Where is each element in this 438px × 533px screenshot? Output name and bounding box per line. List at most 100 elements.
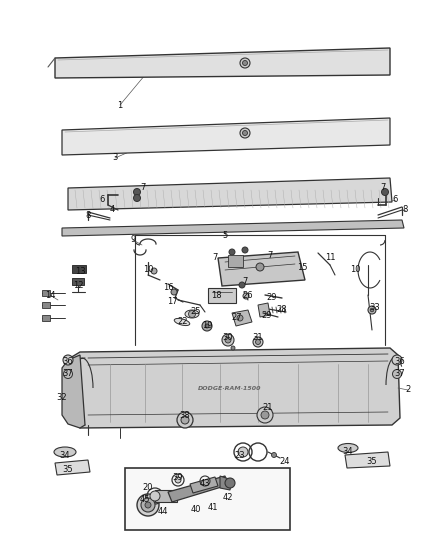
Text: 7: 7	[242, 278, 247, 287]
Text: 26: 26	[243, 290, 253, 300]
Circle shape	[229, 249, 235, 255]
Text: 45: 45	[140, 496, 150, 505]
Circle shape	[141, 498, 155, 512]
Circle shape	[253, 337, 263, 347]
Circle shape	[237, 315, 243, 321]
Bar	[125, 468, 290, 530]
Text: 35: 35	[63, 465, 73, 474]
Polygon shape	[62, 118, 390, 155]
Text: 34: 34	[60, 451, 71, 461]
Text: 31: 31	[253, 334, 263, 343]
Text: 7: 7	[212, 254, 218, 262]
Circle shape	[381, 189, 389, 196]
Text: 28: 28	[277, 305, 287, 314]
Bar	[208, 288, 236, 303]
Polygon shape	[42, 302, 50, 308]
Text: 36: 36	[63, 358, 74, 367]
Text: 27: 27	[232, 313, 242, 322]
Circle shape	[205, 324, 209, 328]
Circle shape	[243, 131, 247, 135]
Ellipse shape	[338, 443, 358, 453]
Text: 9: 9	[131, 236, 136, 245]
Polygon shape	[42, 315, 50, 321]
Circle shape	[272, 453, 276, 457]
Polygon shape	[55, 48, 390, 78]
Circle shape	[231, 346, 235, 350]
Polygon shape	[68, 178, 392, 210]
Circle shape	[256, 263, 264, 271]
Text: 41: 41	[208, 504, 218, 513]
Text: 15: 15	[297, 263, 307, 272]
Text: 6: 6	[99, 196, 105, 205]
Circle shape	[151, 268, 157, 274]
Text: 37: 37	[395, 369, 406, 378]
Circle shape	[177, 412, 193, 428]
Circle shape	[392, 355, 402, 365]
Ellipse shape	[174, 318, 190, 326]
Text: 30: 30	[223, 334, 233, 343]
Circle shape	[181, 416, 189, 424]
Text: 12: 12	[73, 280, 83, 289]
Circle shape	[171, 289, 177, 295]
Ellipse shape	[185, 310, 199, 318]
Circle shape	[145, 502, 151, 508]
Polygon shape	[258, 303, 270, 317]
Circle shape	[64, 369, 73, 378]
Text: 21: 21	[263, 403, 273, 413]
Text: 10: 10	[350, 265, 360, 274]
Text: 32: 32	[57, 393, 67, 402]
Text: 6: 6	[392, 196, 398, 205]
Circle shape	[243, 61, 247, 66]
Circle shape	[255, 340, 261, 344]
Circle shape	[134, 195, 141, 201]
Text: 29: 29	[262, 311, 272, 319]
Text: 33: 33	[370, 303, 380, 312]
Text: 39: 39	[173, 473, 184, 482]
Polygon shape	[168, 476, 228, 502]
Polygon shape	[70, 348, 400, 428]
Text: 17: 17	[167, 297, 177, 306]
Text: 16: 16	[162, 284, 173, 293]
Circle shape	[242, 247, 248, 253]
Text: 20: 20	[143, 483, 153, 492]
Text: 38: 38	[180, 410, 191, 419]
Text: 23: 23	[235, 450, 245, 459]
Circle shape	[175, 477, 181, 483]
Circle shape	[63, 355, 73, 365]
Circle shape	[240, 128, 250, 138]
Polygon shape	[62, 355, 85, 428]
Circle shape	[261, 411, 269, 419]
Circle shape	[150, 491, 160, 501]
Text: 7: 7	[140, 182, 146, 191]
Circle shape	[370, 308, 374, 312]
Text: 43: 43	[200, 479, 210, 488]
Circle shape	[392, 369, 402, 378]
Text: 18: 18	[211, 290, 221, 300]
Text: 7: 7	[267, 251, 273, 260]
Text: 22: 22	[178, 318, 188, 327]
Polygon shape	[232, 310, 252, 326]
Circle shape	[225, 478, 235, 488]
Polygon shape	[62, 220, 404, 236]
Polygon shape	[190, 477, 218, 493]
Polygon shape	[55, 460, 90, 475]
Bar	[228, 255, 243, 267]
Polygon shape	[42, 290, 50, 296]
Circle shape	[239, 282, 245, 288]
Polygon shape	[218, 252, 305, 286]
Text: 11: 11	[325, 254, 335, 262]
Text: 24: 24	[280, 457, 290, 466]
Text: 29: 29	[267, 294, 277, 303]
Circle shape	[225, 337, 231, 343]
Text: 8: 8	[403, 206, 408, 214]
Text: 3: 3	[112, 154, 118, 163]
Text: 5: 5	[223, 230, 228, 239]
Polygon shape	[220, 476, 232, 490]
Polygon shape	[345, 452, 390, 468]
Circle shape	[243, 293, 249, 299]
Text: 40: 40	[191, 505, 201, 514]
Text: 25: 25	[191, 308, 201, 317]
Circle shape	[202, 321, 212, 331]
Text: 34: 34	[343, 448, 353, 456]
Text: 8: 8	[85, 211, 91, 220]
